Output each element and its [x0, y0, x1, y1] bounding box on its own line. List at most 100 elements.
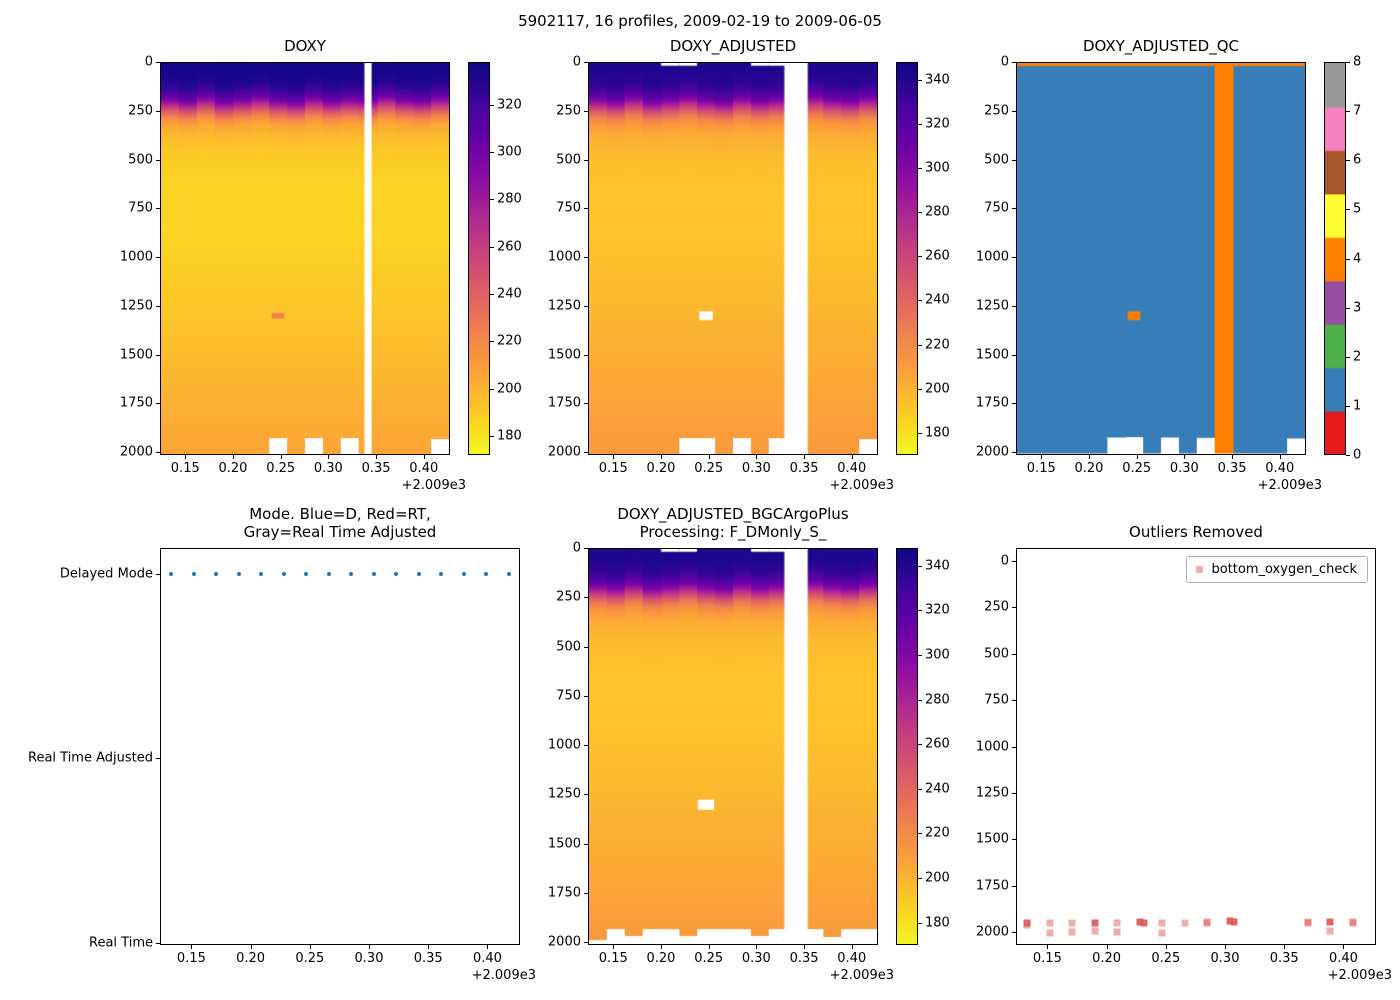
x-tick-label: 0.35	[789, 461, 819, 476]
y-tick-mark	[584, 159, 588, 161]
colorbar-tick-mark	[490, 294, 494, 295]
y-tick-mark	[584, 942, 588, 944]
colorbar-tick-mark	[490, 199, 494, 201]
x-tick-mark	[1047, 945, 1049, 949]
y-tick-mark	[1012, 746, 1016, 748]
x-tick-label: 0.25	[694, 951, 724, 966]
y-tick-mark	[584, 695, 588, 697]
y-tick-label: 2000	[547, 934, 581, 950]
colorbar-tick-label: 4	[1353, 251, 1362, 266]
x-tick-label: 0.25	[1122, 461, 1152, 476]
doxy-adjusted-axes	[588, 62, 878, 455]
colorbar-tick-label: 300	[925, 647, 950, 663]
outliers-title: Outliers Removed	[1129, 523, 1263, 541]
y-tick-label: 1000	[547, 249, 581, 265]
mode-delayed-dot	[214, 571, 219, 576]
colorbar-tick-label: 340	[925, 558, 950, 574]
colorbar-tick-label: 180	[497, 428, 522, 444]
y-tick-label: 1750	[547, 885, 581, 901]
outliers-axes: bottom_oxygen_check	[1016, 548, 1376, 945]
y-tick-mark	[156, 943, 160, 944]
x-tick-mark	[1343, 945, 1345, 949]
outlier-point	[1181, 919, 1189, 927]
y-tick-label: 1750	[975, 878, 1009, 894]
y-tick-mark	[1012, 885, 1016, 887]
y-tick-label: 1250	[975, 298, 1009, 314]
colorbar-tick-mark	[918, 610, 922, 612]
y-tick-label: 2000	[975, 444, 1009, 460]
colorbar-tick-label: 220	[925, 825, 950, 841]
y-tick-mark	[1012, 110, 1016, 112]
x-tick-label: 0.30	[741, 951, 771, 966]
colorbar-tick-label: 180	[925, 425, 950, 441]
y-tick-mark	[584, 452, 588, 454]
mode-delayed-dot	[349, 571, 354, 576]
x-tick-mark	[1184, 455, 1186, 459]
x-axis-offset-label: +2.009e3	[1257, 478, 1322, 493]
colorbar-tick-label: 240	[925, 781, 950, 797]
x-tick-mark	[1284, 945, 1286, 949]
colorbar-tick-mark	[918, 212, 922, 214]
x-axis-offset-label: +2.009e3	[1327, 968, 1392, 983]
y-tick-label: 1250	[119, 298, 153, 314]
colorbar-tick-mark	[490, 436, 494, 438]
y-tick-label: 250	[556, 103, 581, 119]
y-tick-mark	[1012, 257, 1016, 259]
x-tick-mark	[708, 945, 710, 949]
mode-delayed-dot	[281, 571, 286, 576]
x-tick-mark	[708, 455, 710, 459]
qc-colorbar	[1324, 62, 1346, 455]
x-tick-label: 0.25	[694, 461, 724, 476]
x-tick-mark	[423, 455, 425, 459]
colorbar-tick-mark	[918, 388, 922, 390]
y-tick-label: 750	[556, 688, 581, 704]
doxy-adjusted-qc-heatmap-canvas	[1017, 63, 1305, 454]
y-tick-label: Delayed Mode	[59, 566, 153, 582]
colorbar-tick-mark	[918, 744, 922, 746]
x-tick-label: 0.30	[1169, 461, 1199, 476]
colorbar-tick-mark	[918, 565, 922, 567]
y-tick-label: 500	[984, 152, 1009, 168]
colorbar-tick-mark	[918, 699, 922, 701]
mode-delayed-dot	[394, 571, 399, 576]
figure-suptitle: 5902117, 16 profiles, 2009-02-19 to 2009…	[518, 12, 882, 30]
colorbar-tick-label: 240	[497, 286, 522, 302]
x-tick-mark	[1136, 455, 1138, 459]
colorbar-tick-label: 300	[497, 144, 522, 160]
colorbar-tick-mark	[918, 788, 922, 790]
x-tick-label: 0.15	[598, 951, 628, 966]
colorbar-tick-mark	[490, 151, 494, 153]
outlier-point	[1046, 929, 1054, 937]
x-tick-label: 0.15	[170, 461, 200, 476]
x-tick-mark	[328, 455, 330, 459]
y-tick-label: 250	[556, 589, 581, 605]
x-tick-mark	[250, 945, 252, 949]
colorbar-tick-mark	[918, 655, 922, 657]
bgc-colorbar-canvas	[897, 549, 917, 944]
mode-delayed-dot	[236, 571, 241, 576]
x-tick-label: 0.40	[837, 951, 867, 966]
y-tick-mark	[156, 403, 160, 405]
outlier-point	[1113, 919, 1121, 927]
y-tick-label: 750	[128, 200, 153, 216]
y-tick-mark	[584, 110, 588, 112]
colorbar-tick-mark	[918, 167, 922, 169]
colorbar-tick-label: 200	[925, 870, 950, 886]
y-tick-label: 1500	[975, 831, 1009, 847]
y-tick-label: 500	[128, 152, 153, 168]
outlier-point	[1230, 918, 1238, 926]
x-tick-label: 0.20	[646, 951, 676, 966]
x-tick-mark	[185, 455, 187, 459]
outlier-point	[1091, 919, 1099, 927]
outlier-point	[1136, 918, 1144, 926]
colorbar-tick-mark	[1346, 111, 1350, 113]
x-tick-label: 0.25	[295, 951, 325, 966]
x-tick-label: 0.35	[361, 461, 391, 476]
colorbar-tick-label: 220	[497, 333, 522, 349]
y-tick-mark	[584, 354, 588, 356]
x-tick-mark	[280, 455, 282, 459]
colorbar-tick-label: 1	[1353, 398, 1362, 414]
doxy-adjusted-colorbar-canvas	[897, 63, 917, 454]
doxy-axes	[160, 62, 450, 455]
y-tick-mark	[1012, 700, 1016, 702]
